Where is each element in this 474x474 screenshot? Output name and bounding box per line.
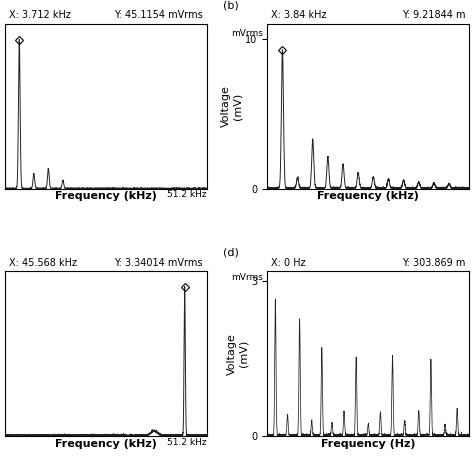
Text: 51.2 kHz: 51.2 kHz <box>167 190 207 199</box>
Text: (d): (d) <box>223 248 239 258</box>
Text: X: 3.712 kHz: X: 3.712 kHz <box>9 10 71 20</box>
Text: Y: 303.869 m: Y: 303.869 m <box>402 258 465 268</box>
X-axis label: Frequency (kHz): Frequency (kHz) <box>317 191 419 201</box>
Text: mVrms: mVrms <box>231 29 263 38</box>
Text: X: 45.568 kHz: X: 45.568 kHz <box>9 258 77 268</box>
Y-axis label: Voltage
(mV): Voltage (mV) <box>221 85 243 127</box>
X-axis label: Frequency (kHz): Frequency (kHz) <box>55 439 157 449</box>
Text: Y: 3.34014 mVrms: Y: 3.34014 mVrms <box>114 258 203 268</box>
Y-axis label: Voltage
(mV): Voltage (mV) <box>227 333 249 374</box>
X-axis label: Frequency (kHz): Frequency (kHz) <box>55 191 157 201</box>
Text: X: 3.84 kHz: X: 3.84 kHz <box>271 10 327 20</box>
X-axis label: Frequency (Hz): Frequency (Hz) <box>321 439 416 449</box>
Text: X: 0 Hz: X: 0 Hz <box>271 258 306 268</box>
Text: 51.2 kHz: 51.2 kHz <box>167 438 207 447</box>
Text: Y: 45.1154 mVrms: Y: 45.1154 mVrms <box>114 10 203 20</box>
Text: Y: 9.21844 m: Y: 9.21844 m <box>402 10 465 20</box>
Text: mVrms: mVrms <box>231 273 263 282</box>
Text: (b): (b) <box>223 0 238 10</box>
